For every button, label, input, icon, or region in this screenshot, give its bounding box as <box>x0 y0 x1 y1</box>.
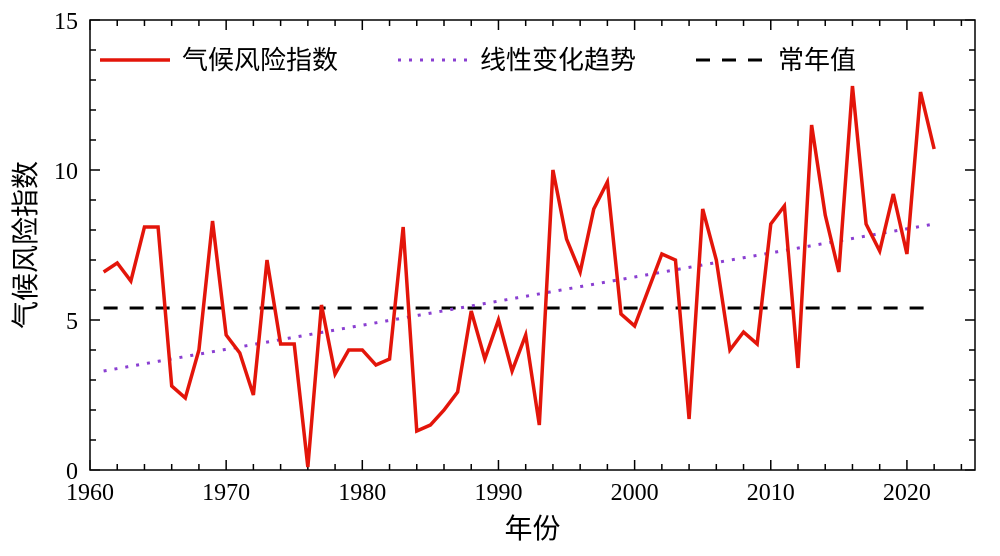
x-tick-label: 2000 <box>611 480 659 506</box>
y-tick-label: 0 <box>66 459 78 485</box>
chart-svg: 1960197019801990200020102020051015年份气候风险… <box>0 0 1000 556</box>
x-tick-label: 1970 <box>202 480 250 506</box>
series-risk <box>104 86 935 467</box>
y-tick-label: 5 <box>66 309 78 335</box>
legend-label-trend: 线性变化趋势 <box>480 46 636 75</box>
x-tick-label: 1980 <box>338 480 386 506</box>
x-axis-title: 年份 <box>504 513 560 545</box>
y-tick-label: 10 <box>54 159 78 185</box>
legend-label-mean: 常年值 <box>778 46 856 75</box>
climate-risk-chart: 1960197019801990200020102020051015年份气候风险… <box>0 0 1000 556</box>
x-tick-label: 2010 <box>747 480 795 506</box>
y-tick-label: 15 <box>54 9 78 35</box>
y-axis-title: 气候风险指数 <box>10 161 42 329</box>
x-tick-label: 1990 <box>474 480 522 506</box>
legend-label-risk: 气候风险指数 <box>182 46 338 75</box>
x-tick-label: 2020 <box>883 480 931 506</box>
